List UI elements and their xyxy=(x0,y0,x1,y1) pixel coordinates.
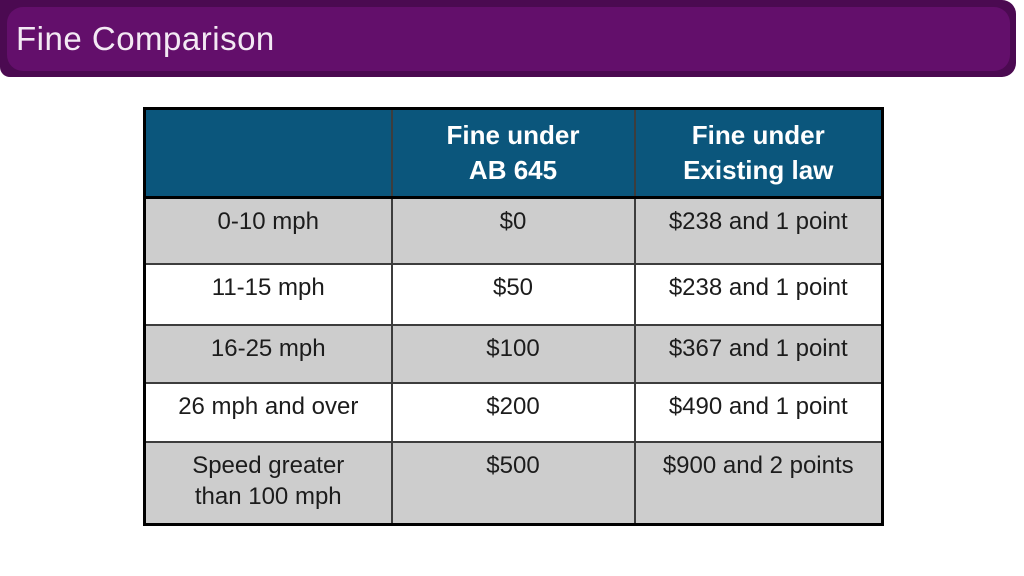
table-header-row: Fine under AB 645 Fine under Existing la… xyxy=(143,107,884,199)
table-row: 11-15 mph $50 $238 and 1 point xyxy=(143,262,884,326)
page-title: Fine Comparison xyxy=(16,20,275,57)
cell-speed-range: 0-10 mph xyxy=(143,196,393,265)
cell-fine-existing: $490 and 1 point xyxy=(633,381,884,443)
cell-fine-ab645: $0 xyxy=(390,196,636,265)
table-header-fine-existing-law: Fine under Existing law xyxy=(633,107,884,199)
table-header-speed-empty xyxy=(143,107,393,199)
cell-fine-existing: $238 and 1 point xyxy=(633,196,884,265)
cell-fine-ab645: $50 xyxy=(390,262,636,326)
table-row: Speed greater than 100 mph $500 $900 and… xyxy=(143,440,884,526)
cell-fine-existing: $367 and 1 point xyxy=(633,323,884,384)
table-row: 0-10 mph $0 $238 and 1 point xyxy=(143,196,884,265)
cell-speed-range: 16-25 mph xyxy=(143,323,393,384)
title-bar: Fine Comparison xyxy=(7,7,1010,71)
cell-fine-ab645: $200 xyxy=(390,381,636,443)
cell-fine-ab645: $500 xyxy=(390,440,636,526)
cell-speed-range: 11-15 mph xyxy=(143,262,393,326)
cell-fine-existing: $238 and 1 point xyxy=(633,262,884,326)
table-header-fine-ab645: Fine under AB 645 xyxy=(390,107,636,199)
cell-speed-range: Speed greater than 100 mph xyxy=(143,440,393,526)
fine-comparison-table: Fine under AB 645 Fine under Existing la… xyxy=(143,107,884,526)
table-row: 26 mph and over $200 $490 and 1 point xyxy=(143,381,884,443)
cell-speed-range: 26 mph and over xyxy=(143,381,393,443)
table-row: 16-25 mph $100 $367 and 1 point xyxy=(143,323,884,384)
cell-fine-existing: $900 and 2 points xyxy=(633,440,884,526)
cell-fine-ab645: $100 xyxy=(390,323,636,384)
